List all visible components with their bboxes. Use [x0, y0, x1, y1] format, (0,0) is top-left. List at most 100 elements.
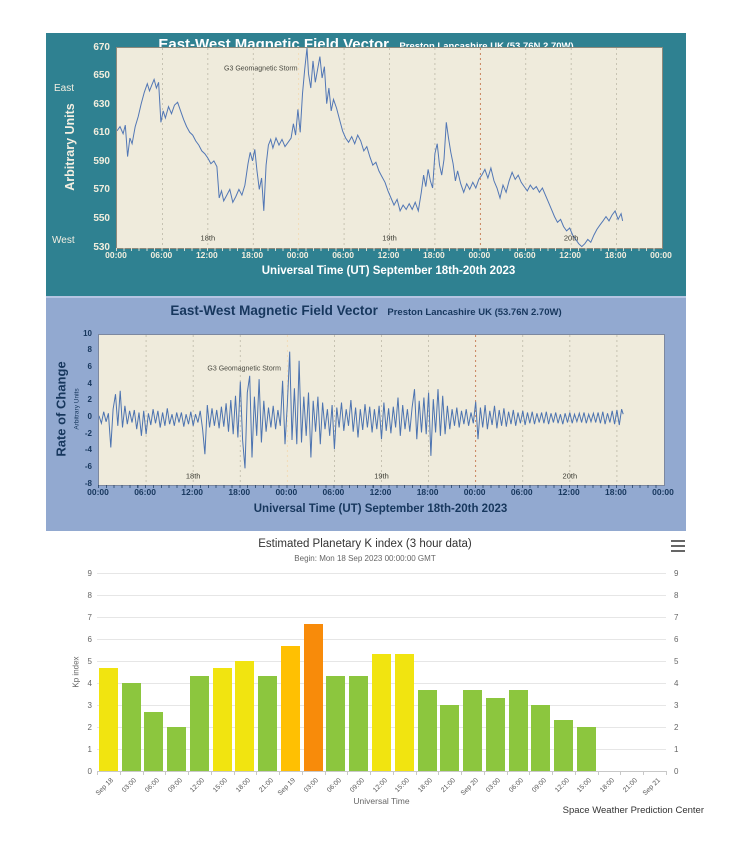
kp-bar[interactable] [372, 653, 391, 771]
x-tick-label: Sep 18 [95, 777, 116, 798]
axis-tickmark [415, 771, 417, 775]
axis-tickmark [666, 771, 667, 775]
kp-bar[interactable] [531, 705, 551, 771]
kp-bar[interactable] [212, 668, 232, 771]
axis-tickmark [370, 771, 372, 775]
x-tick-label: 18:00 [416, 777, 434, 794]
x-tick-label: Sep 20 [459, 777, 480, 798]
chart-subtitle-text: Preston Lancashire UK (53.76N 2.70W) [399, 41, 573, 52]
x-axis-tickmarks [98, 485, 663, 488]
axis-tickmark [97, 771, 98, 775]
kp-bar[interactable] [440, 705, 460, 771]
y-tick-label-right: 7 [674, 613, 679, 622]
kp-bar[interactable] [417, 690, 437, 771]
kp-bar[interactable] [394, 653, 414, 771]
y-tick-label: 4 [87, 378, 92, 388]
y-tick-label: 670 [93, 41, 110, 53]
x-tick-label: 12:00 [189, 777, 207, 794]
y-axis-label: Arbitrary Units [63, 103, 77, 191]
x-tick-label: 12:00 [371, 777, 389, 794]
kp-bar[interactable] [326, 675, 346, 771]
x-tick-label: 18:00 [234, 777, 252, 794]
y-tick-label: 8 [87, 345, 92, 355]
chart-title: East-West Magnetic Field Vector Preston … [46, 302, 686, 320]
kp-bar[interactable] [485, 697, 505, 771]
x-tick-label: 21:00 [621, 777, 639, 794]
y-tick-label: 5 [87, 657, 92, 666]
x-tick-label: 00:00 [652, 487, 674, 497]
x-tick-label: 06:00 [150, 250, 173, 260]
kp-bar[interactable] [508, 690, 528, 771]
kp-bar[interactable] [98, 668, 118, 771]
y-tick-label: 0 [87, 767, 92, 776]
x-tick-label: 00:00 [105, 250, 127, 260]
x-tick-label: 15:00 [212, 777, 230, 794]
kp-bar[interactable] [280, 646, 300, 771]
day-label: 20th [562, 471, 578, 481]
axis-tickmark [506, 771, 508, 775]
kp-bar[interactable] [121, 683, 141, 771]
chart-subtitle: Begin: Mon 18 Sep 2023 00:00:00 GMT [294, 554, 436, 563]
y-tick-label-right: 1 [674, 745, 679, 754]
y-tick-label: 530 [93, 241, 110, 253]
kp-bar[interactable] [576, 727, 596, 771]
axis-tickmark [119, 771, 121, 775]
rate-of-change-chart: East-West Magnetic Field Vector Preston … [46, 296, 686, 531]
x-tick-label: Sep 21 [641, 777, 662, 798]
hamburger-menu-icon[interactable] [671, 539, 685, 553]
x-axis-tickmarks [116, 248, 661, 251]
y-tick-label: 4 [87, 679, 92, 688]
gridline [97, 639, 666, 640]
credit-text: Space Weather Prediction Center [562, 805, 704, 816]
y-tick-label: 630 [93, 98, 110, 110]
y-tick-label: 650 [93, 70, 110, 82]
x-tick-label: 12:00 [553, 777, 571, 794]
y-tick-label: 9 [87, 569, 92, 578]
axis-tickmark [620, 771, 622, 775]
storm-annotation: G3 Geomagnetic Storm [207, 365, 281, 373]
x-tick-label: 03:00 [303, 777, 321, 794]
kp-bar[interactable] [144, 712, 164, 771]
x-tick-label: 03:00 [121, 777, 139, 794]
axis-tickmark [188, 771, 190, 775]
chart-title: Estimated Planetary K index (3 hour data… [258, 538, 472, 550]
y-tick-label: 7 [87, 613, 92, 622]
x-tick-label: Sep 19 [277, 777, 298, 798]
chart-subtitle-text: Preston Lancashire UK (53.76N 2.70W) [387, 307, 562, 318]
x-tick-label: 18:00 [599, 777, 617, 794]
x-tick-label: 09:00 [348, 777, 366, 794]
kp-bar[interactable] [463, 690, 483, 771]
west-label: West [52, 235, 75, 246]
data-line [99, 351, 624, 469]
y-tick-label: 0 [87, 411, 92, 421]
y-tick-label-right: 3 [674, 701, 679, 710]
kp-bar[interactable] [189, 675, 209, 771]
kp-bar[interactable] [554, 719, 574, 771]
gridline [97, 617, 666, 618]
axis-tickmark [142, 771, 144, 775]
axis-tickmark [552, 771, 554, 775]
plot-area: G3 Geomagnetic Storm 18th 19th 20th [98, 334, 665, 486]
x-tick-label: 09:00 [166, 777, 184, 794]
axis-tickmark [643, 771, 645, 775]
axis-tickmark [256, 771, 258, 775]
kp-bar[interactable] [167, 727, 187, 771]
y-tick-label: 1 [87, 745, 92, 754]
kp-bar[interactable] [349, 675, 369, 771]
kp-bar[interactable] [235, 661, 255, 771]
x-tick-label: 12:00 [557, 487, 580, 497]
x-tick-label: 18:00 [228, 487, 251, 497]
gridline [97, 573, 666, 574]
y-tick-label: 2 [87, 723, 92, 732]
axis-tickmark [438, 771, 440, 775]
x-tick-label: 12:00 [559, 250, 582, 260]
storm-annotation: G3 Geomagnetic Storm [224, 65, 298, 73]
y-tick-label-right: 9 [674, 569, 679, 578]
x-tick-label: 06:00 [508, 777, 525, 794]
axis-tickmark [233, 771, 235, 775]
x-tick-label: 03:00 [485, 777, 503, 794]
kp-bar[interactable] [303, 624, 323, 771]
axis-tickmark [279, 771, 281, 775]
kp-bar[interactable] [258, 675, 278, 771]
gridline [97, 771, 666, 772]
